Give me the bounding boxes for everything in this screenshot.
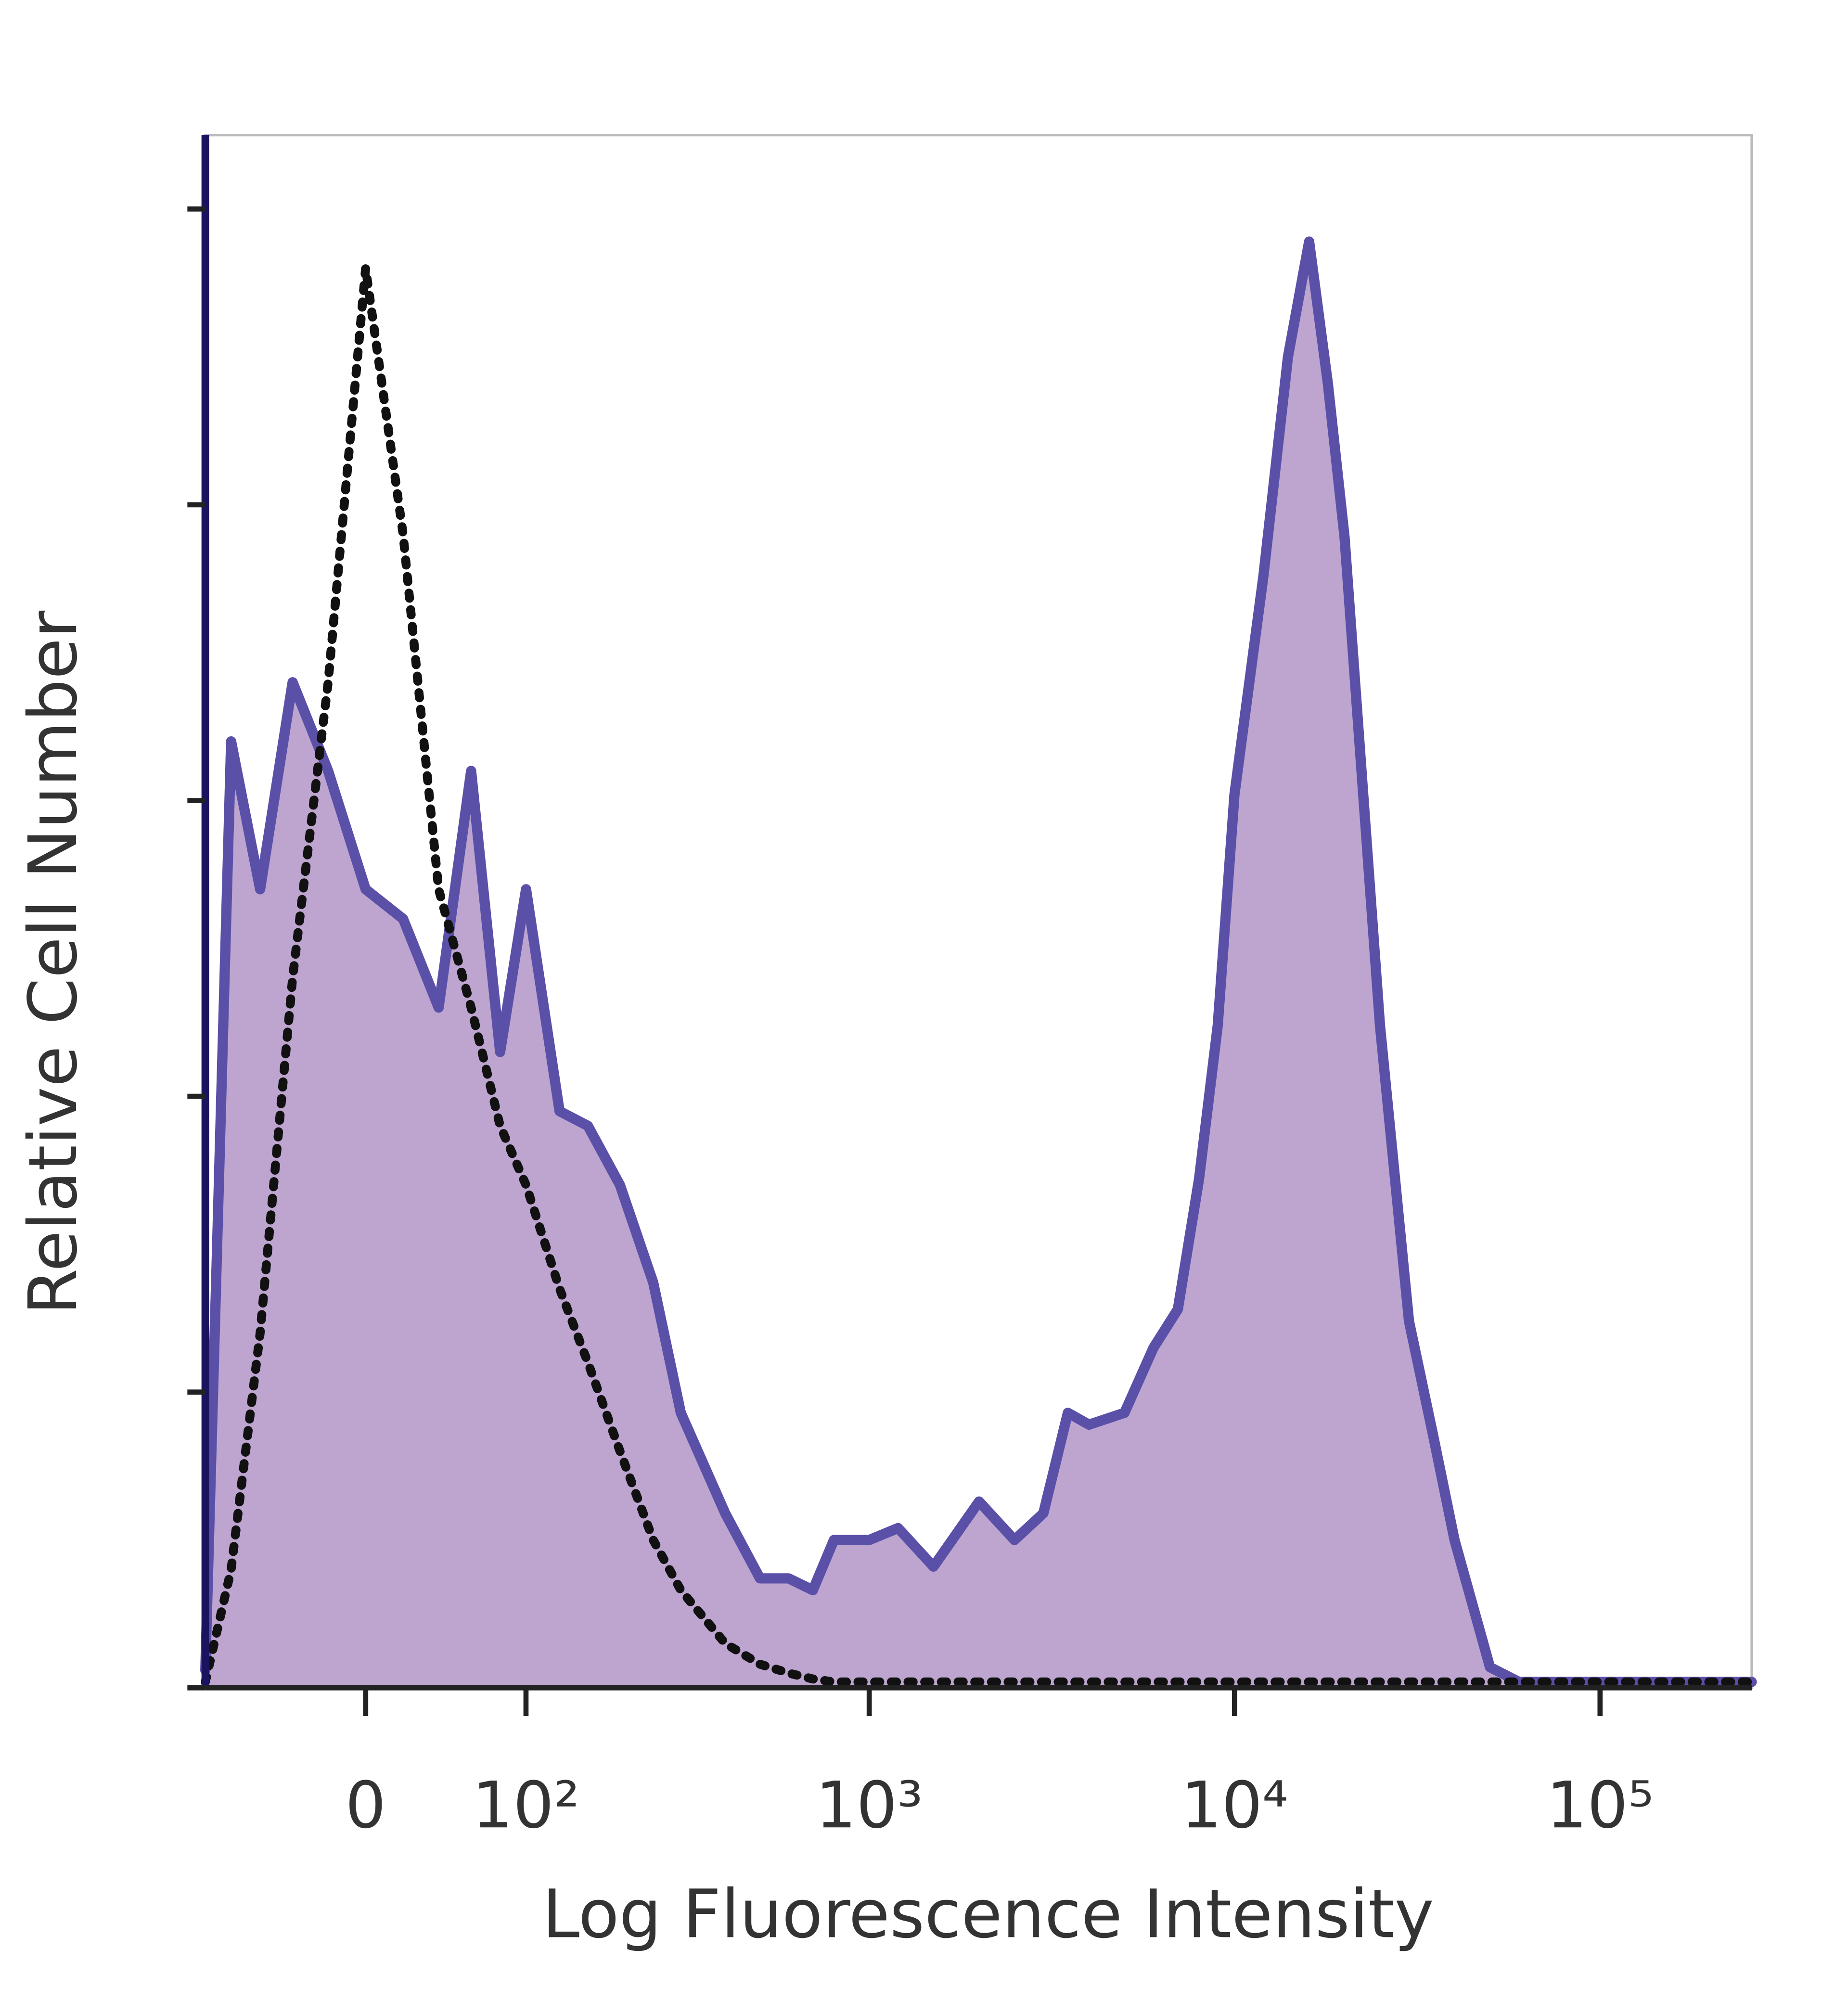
- x-axis-title: Log Fluorescence Intensity: [542, 1875, 1434, 1953]
- area-fill: [205, 242, 1752, 1688]
- control-line: [201, 263, 1757, 1687]
- x-tick-label: 10⁵: [1546, 1768, 1654, 1843]
- x-tick-label: 10³: [816, 1768, 923, 1843]
- x-tick-label: 0: [345, 1768, 386, 1843]
- y-axis-title: Relative Cell Number: [14, 611, 92, 1315]
- x-tick-label: 10²: [472, 1768, 579, 1843]
- histogram-line: [200, 236, 1757, 1687]
- x-tick-label: 10⁴: [1181, 1768, 1288, 1843]
